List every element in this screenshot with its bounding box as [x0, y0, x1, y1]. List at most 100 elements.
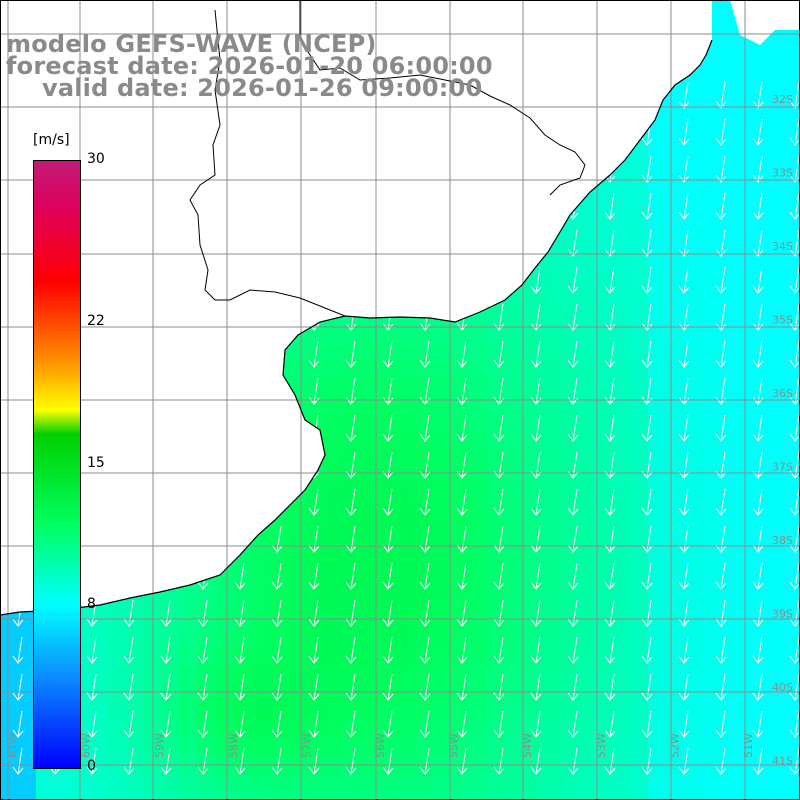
wind-arrow	[530, 303, 542, 331]
wind-cell	[738, 468, 756, 486]
wind-arrow	[419, 562, 431, 590]
wind-arrow	[197, 710, 209, 738]
wind-cell	[756, 252, 774, 270]
wind-cell	[702, 666, 720, 684]
latitude-label: 40S	[772, 681, 793, 694]
wind-cell	[216, 720, 234, 738]
wind-cell	[792, 414, 800, 432]
colorbar-tick-label: 15	[87, 454, 105, 471]
longitude-label: 56W	[374, 733, 387, 758]
longitude-label: 59W	[153, 733, 166, 758]
wind-cell	[666, 468, 684, 486]
wind-cell	[504, 630, 522, 648]
wind-arrow	[382, 673, 394, 701]
colorbar-tick-label: 8	[87, 596, 96, 613]
wind-cell	[468, 630, 486, 648]
wind-arrow	[604, 488, 616, 516]
wind-arrow	[715, 81, 727, 109]
wind-cell	[792, 162, 800, 180]
wind-cell	[612, 342, 630, 360]
wind-cell	[468, 468, 486, 486]
wind-cell	[450, 522, 468, 540]
wind-cell	[738, 450, 756, 468]
wind-cell	[630, 504, 648, 522]
wind-cell	[684, 396, 702, 414]
wind-cell	[540, 414, 558, 432]
wind-arrow	[345, 525, 357, 553]
wind-cell	[666, 702, 684, 720]
wind-cell	[342, 792, 360, 800]
colorbar	[33, 160, 81, 769]
wind-arrow	[419, 673, 431, 701]
wind-arrow	[789, 81, 800, 109]
wind-cell	[486, 414, 504, 432]
wind-cell	[756, 648, 774, 666]
wind-cell	[630, 702, 648, 720]
wind-cell	[252, 702, 270, 720]
wind-cell	[468, 360, 486, 378]
wind-cell	[702, 630, 720, 648]
wind-cell	[450, 486, 468, 504]
wind-cell	[666, 612, 684, 630]
wind-cell	[774, 630, 792, 648]
wind-cell	[522, 630, 540, 648]
wind-cell	[432, 324, 450, 342]
wind-cell	[684, 144, 702, 162]
wind-cell	[702, 468, 720, 486]
wind-arrow	[789, 747, 800, 775]
wind-arrow	[567, 340, 579, 368]
wind-cell	[630, 486, 648, 504]
wind-cell	[342, 414, 360, 432]
wind-cell	[594, 198, 612, 216]
longitude-labels: 61W 60W 59W 58W 57W 56W 55W 54W 53W 52W 51W	[6, 733, 755, 758]
wind-cell	[774, 90, 792, 108]
wind-cell	[486, 378, 504, 396]
wind-arrow	[604, 525, 616, 553]
wind-cell	[486, 666, 504, 684]
wind-arrow	[604, 229, 616, 257]
wind-cell	[288, 504, 306, 522]
wind-cell	[486, 630, 504, 648]
wind-cell	[288, 540, 306, 558]
wind-cell	[486, 360, 504, 378]
wind-cell	[432, 558, 450, 576]
wind-cell	[738, 540, 756, 558]
wind-cell	[108, 738, 126, 756]
wind-cell	[738, 324, 756, 342]
wind-cell	[378, 594, 396, 612]
wind-cell	[558, 630, 576, 648]
wind-cell	[756, 216, 774, 234]
wind-arrow	[456, 599, 468, 627]
title-valid-date: valid date: 2026-01-26 09:00:00	[42, 74, 483, 102]
wind-cell	[198, 774, 216, 792]
wind-cell	[630, 450, 648, 468]
wind-cell	[738, 486, 756, 504]
wind-cell	[18, 702, 36, 720]
wind-cell	[684, 702, 702, 720]
wind-cell	[414, 648, 432, 666]
wind-cell	[306, 738, 324, 756]
wind-cell	[684, 414, 702, 432]
wind-cell	[648, 288, 666, 306]
wind-cell	[126, 720, 144, 738]
wind-arrow	[752, 599, 764, 627]
wind-cell	[738, 360, 756, 378]
wind-cell	[594, 594, 612, 612]
wind-cell	[774, 774, 792, 792]
wind-arrow	[641, 673, 653, 701]
wind-cell	[738, 378, 756, 396]
wind-cell	[774, 306, 792, 324]
wind-arrow	[493, 747, 505, 775]
wind-cell	[342, 594, 360, 612]
wind-cell	[756, 378, 774, 396]
wind-cell	[504, 648, 522, 666]
wind-arrow	[789, 414, 800, 442]
wind-cell	[486, 738, 504, 756]
wind-cell	[252, 576, 270, 594]
wind-cell	[612, 288, 630, 306]
wind-cell	[378, 666, 396, 684]
wind-cell	[774, 180, 792, 198]
wind-cell	[540, 288, 558, 306]
wind-arrow	[86, 636, 98, 664]
wind-cell	[306, 558, 324, 576]
